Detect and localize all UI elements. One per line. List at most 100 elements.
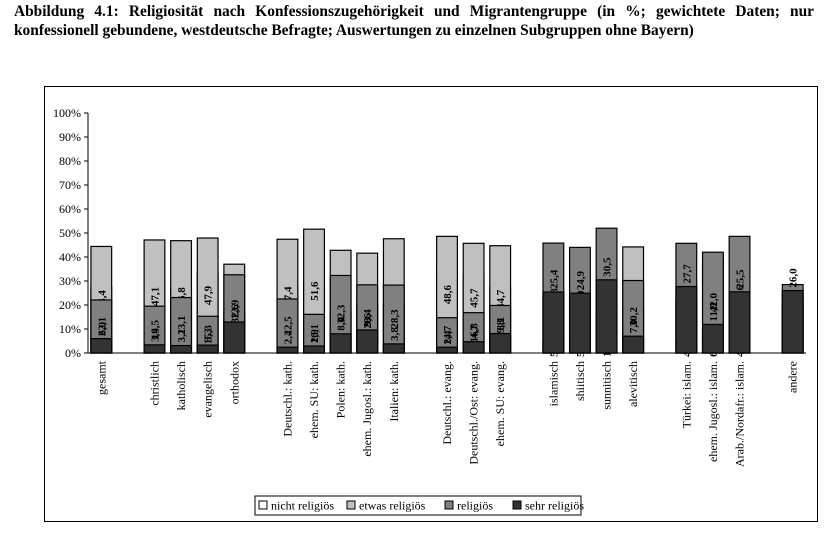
- y-tick-label: 30%: [59, 274, 81, 288]
- legend-label: sehr religiös: [525, 499, 584, 513]
- x-category-label: ehem. Jugosl.: islam.: [706, 361, 720, 462]
- legend-label: religiös: [457, 499, 493, 513]
- data-label: 2,9: [309, 329, 321, 343]
- bar-segment: [223, 321, 246, 354]
- x-category-label: andere: [786, 361, 800, 393]
- data-label: 28,4: [362, 309, 374, 329]
- bar-segment: [303, 345, 326, 354]
- y-tick-label: 10%: [59, 322, 81, 336]
- x-category-label: Deutschl./Ost: evang.: [467, 361, 481, 465]
- x-category-label: christlich: [147, 361, 161, 406]
- y-tick-label: 70%: [59, 178, 81, 192]
- data-label: 30,2: [628, 307, 640, 327]
- x-category-label: sunnitisch: [600, 361, 614, 410]
- x-category-label: shiitisch: [573, 361, 587, 401]
- x-category-label: ehem. Jugosl.: kath.: [360, 361, 374, 457]
- data-label: 11,9: [708, 302, 720, 321]
- data-label: 3,8: [389, 327, 401, 341]
- data-label: 32,3: [336, 304, 348, 324]
- bar-segment: [542, 291, 565, 354]
- legend-label: nicht religiös: [271, 499, 334, 513]
- bar-segment: [701, 323, 724, 354]
- y-tick-label: 20%: [59, 298, 81, 312]
- data-label: 42,0: [708, 292, 720, 312]
- y-tick-label: 40%: [59, 250, 81, 264]
- legend-swatch: [444, 500, 454, 510]
- bar-segment: [436, 346, 458, 354]
- data-label: 22,5: [282, 316, 294, 336]
- data-label: 27,7: [681, 264, 693, 284]
- x-category-label: ehem. SU: evang.: [493, 361, 507, 446]
- data-label: 44,7: [495, 289, 507, 309]
- data-label: 7,0: [628, 319, 640, 333]
- data-label: 24,9: [575, 270, 587, 290]
- bar-segment: [622, 335, 645, 354]
- bar-segment: [143, 344, 166, 354]
- x-category-label: Deutschl.: kath.: [280, 361, 294, 437]
- data-label: 23,1: [176, 316, 188, 335]
- y-axis: 0% 10% 20% 30% 40% 50% 60% 70% 80% 90% 100%: [53, 106, 806, 360]
- data-label: 6,0: [96, 321, 108, 335]
- data-label: 16,8: [469, 323, 481, 343]
- x-category-label: Arab./Nordafr.: islam.: [733, 361, 747, 467]
- data-label: 48,6: [442, 285, 454, 305]
- data-label: 25,4: [548, 269, 560, 289]
- y-tick-label: 0%: [65, 346, 81, 360]
- data-label: 3,1: [176, 329, 188, 343]
- data-label: 3,4: [149, 328, 161, 342]
- x-category-label: islamisch: [546, 361, 560, 406]
- x-category-label: Deutschl.: evang.: [440, 361, 454, 445]
- data-label: 9,6: [362, 313, 374, 327]
- x-category-label: orthodox: [227, 361, 241, 404]
- y-tick-label: 100%: [53, 106, 81, 120]
- legend-swatch: [258, 500, 268, 510]
- y-tick-label: 50%: [59, 226, 81, 240]
- grid-lines: [84, 112, 88, 354]
- bar-segment: [382, 343, 405, 354]
- bar-segment: [462, 341, 485, 354]
- data-label: 30,5: [602, 257, 614, 277]
- bar-segment: [728, 291, 751, 354]
- x-category-label: katholisch: [174, 361, 188, 410]
- x-axis-labels: gesamt christlich katholisch evangelisch ort…: [94, 360, 799, 467]
- data-label: 15,3: [203, 325, 215, 345]
- bar-segment: [356, 329, 379, 354]
- bar-segment: [675, 285, 698, 354]
- y-tick-label: 90%: [59, 130, 81, 144]
- chart-frame: [44, 86, 818, 522]
- data-label: 45,7: [469, 288, 481, 308]
- bar-segment: [489, 332, 512, 354]
- bar-segment: [595, 279, 618, 354]
- data-label: 16,1: [309, 324, 321, 343]
- x-category-label: Türkei: islam.: [679, 361, 693, 428]
- data-label: 12,9: [229, 299, 241, 319]
- data-label: 26,0: [788, 268, 800, 288]
- figure-caption: Abbildung 4.1: Religiosität nach Konfess…: [14, 3, 814, 39]
- x-category-label: Italien: kath.: [387, 361, 401, 422]
- data-label: 22,1: [96, 317, 108, 336]
- x-category-label: alevitisch: [626, 361, 640, 407]
- bar-area: 27,544,422,16,029,947,119,53,427,046,823…: [90, 227, 804, 357]
- data-label: 47,9: [203, 285, 215, 305]
- y-tick-label: 80%: [59, 154, 81, 168]
- bar-segment: [276, 346, 299, 354]
- data-label: 14,7: [442, 325, 454, 345]
- legend-swatch: [512, 500, 522, 510]
- data-label: 28,3: [389, 309, 401, 329]
- data-label: 3,3: [203, 328, 215, 342]
- legend: nicht religiös etwas religiös religiös sehr…: [254, 495, 584, 516]
- legend-box: [254, 495, 582, 516]
- data-label: 8,1: [495, 317, 507, 331]
- data-label: 51,6: [309, 281, 321, 301]
- data-label: 8,0: [336, 317, 348, 331]
- data-label: 25,5: [735, 269, 747, 289]
- data-label: 2,4: [442, 330, 454, 344]
- legend-label: etwas religiös: [359, 499, 426, 513]
- data-label: 47,1: [149, 287, 161, 306]
- bar-segment: [196, 344, 219, 354]
- x-category-label: Polen: kath.: [334, 361, 348, 418]
- bar-segment: [781, 290, 804, 354]
- x-category-label: ehem. SU: kath.: [307, 361, 321, 438]
- bar-segment: [568, 292, 591, 354]
